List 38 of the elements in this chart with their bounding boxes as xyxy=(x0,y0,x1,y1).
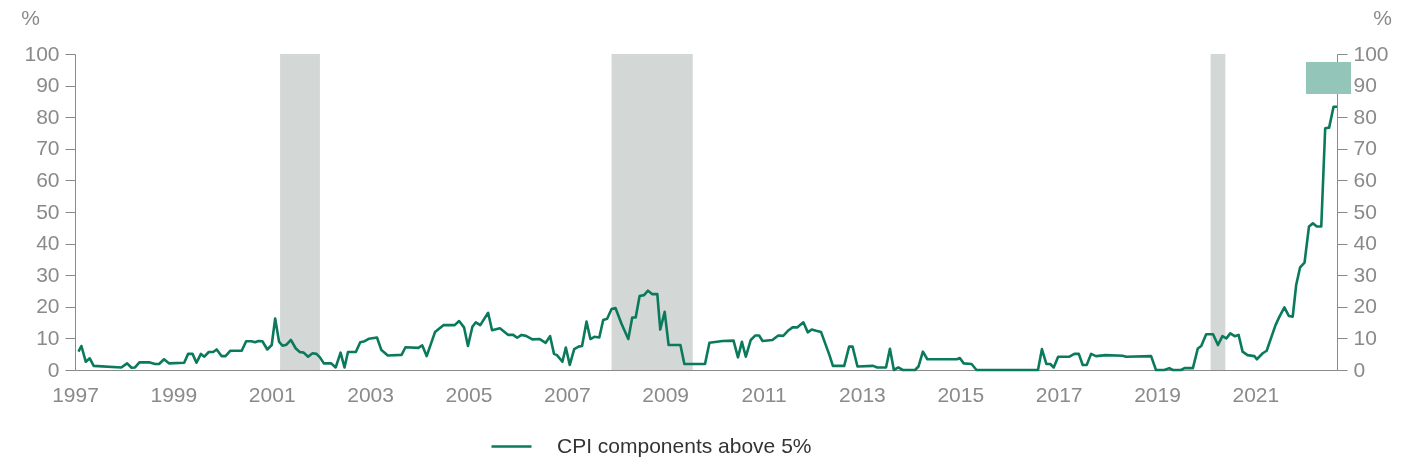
y-tick-label: 80 xyxy=(36,104,60,128)
y-tick-label: 30 xyxy=(36,262,60,286)
legend-label: CPI components above 5% xyxy=(557,433,812,457)
x-tick-label: 2015 xyxy=(937,382,985,406)
y-tick-label: 50 xyxy=(36,199,60,223)
y2-tick-label: 90 xyxy=(1353,73,1377,97)
y-tick-label: 90 xyxy=(36,73,60,97)
y2-tick-label: 50 xyxy=(1353,199,1377,223)
y2-tick-label: 40 xyxy=(1353,231,1377,255)
y2-tick-label: 100 xyxy=(1353,41,1389,65)
y-tick-label: 20 xyxy=(36,294,60,318)
y2-tick-label: 80 xyxy=(1353,104,1377,128)
x-tick-label: 1999 xyxy=(150,382,198,406)
y-tick-label: 10 xyxy=(36,325,60,349)
x-tick-label: 2003 xyxy=(347,382,394,406)
y2-tick-label: 70 xyxy=(1353,136,1377,160)
y2-tick-label: 20 xyxy=(1353,294,1377,318)
y-axis-title: % xyxy=(21,5,40,29)
x-tick-label: 2013 xyxy=(839,382,886,406)
y-tick-label: 40 xyxy=(36,231,60,255)
x-tick-label: 2021 xyxy=(1232,382,1280,406)
y-tick-label: 70 xyxy=(36,136,60,160)
y-tick-label: 60 xyxy=(36,167,60,191)
y2-tick-label: 10 xyxy=(1353,325,1377,349)
x-tick-label: 1997 xyxy=(52,382,99,406)
x-tick-label: 2007 xyxy=(543,382,591,406)
y-tick-label: 100 xyxy=(24,41,60,65)
x-tick-label: 2005 xyxy=(445,382,493,406)
y2-tick-label: 0 xyxy=(1353,357,1366,381)
y2-tick-label: 60 xyxy=(1353,167,1377,191)
y2-axis-title: % xyxy=(1373,5,1392,29)
x-tick-label: 2011 xyxy=(741,382,787,406)
x-tick-label: 2019 xyxy=(1134,382,1181,406)
y-tick-label: 0 xyxy=(47,357,60,381)
x-tick-label: 2017 xyxy=(1035,382,1083,406)
x-tick-label: 2001 xyxy=(248,382,296,406)
x-tick-label: 2009 xyxy=(642,382,690,406)
y2-tick-label: 30 xyxy=(1353,262,1377,286)
